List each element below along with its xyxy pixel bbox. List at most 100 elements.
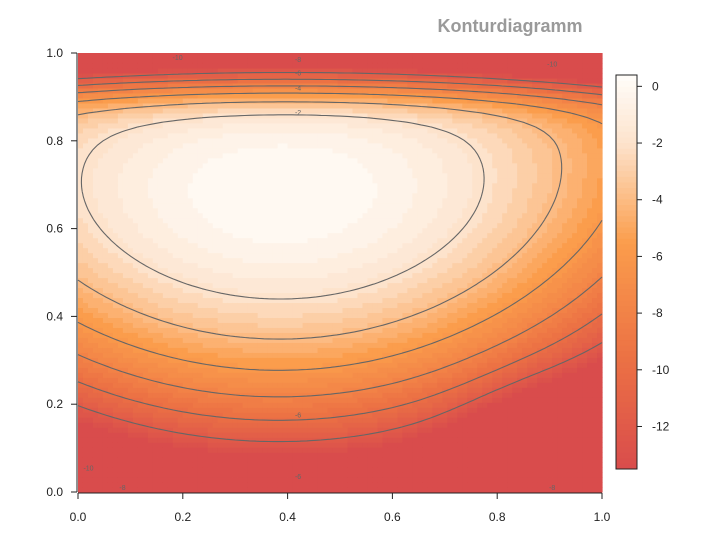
- field-cell: [82, 447, 89, 453]
- field-cell: [142, 302, 149, 309]
- field-cell: [167, 312, 174, 318]
- field-cell: [212, 257, 219, 264]
- field-cell: [117, 72, 124, 79]
- field-cell: [202, 167, 209, 174]
- field-cell: [262, 217, 269, 224]
- field-cell: [312, 292, 319, 299]
- field-cell: [202, 102, 209, 109]
- field-cell: [157, 87, 164, 94]
- field-cell: [207, 217, 214, 224]
- field-cell: [272, 282, 279, 289]
- field-cell: [342, 432, 349, 438]
- field-cell: [217, 417, 224, 423]
- field-cell: [297, 102, 304, 109]
- field-cell: [87, 437, 94, 443]
- field-cell: [127, 122, 134, 129]
- field-cell: [257, 292, 264, 299]
- field-cell: [117, 272, 124, 279]
- field-cell: [127, 452, 134, 458]
- field-cell: [122, 307, 129, 314]
- field-cell: [212, 382, 219, 388]
- field-cell: [97, 477, 104, 483]
- field-cell: [187, 447, 194, 453]
- field-cell: [217, 102, 224, 109]
- field-cell: [247, 87, 254, 94]
- field-cell: [292, 222, 299, 229]
- field-cell: [97, 457, 104, 463]
- field-cell: [322, 217, 329, 224]
- field-cell: [267, 127, 274, 134]
- field-cell: [167, 142, 174, 149]
- field-cell: [252, 317, 259, 323]
- field-cell: [132, 132, 139, 139]
- field-cell: [78, 432, 84, 438]
- field-cell: [222, 362, 229, 368]
- field-cell: [267, 482, 274, 488]
- field-cell: [237, 457, 244, 463]
- field-cell: [307, 387, 314, 393]
- field-cell: [207, 117, 214, 124]
- field-cell: [82, 322, 89, 328]
- field-cell: [282, 247, 289, 254]
- field-cell: [297, 477, 304, 483]
- field-cell: [197, 237, 204, 244]
- field-cell: [207, 192, 214, 199]
- field-cell: [202, 327, 209, 333]
- field-cell: [282, 342, 289, 348]
- field-cell: [137, 472, 144, 478]
- field-cell: [217, 337, 224, 343]
- field-cell: [307, 192, 314, 199]
- field-cell: [142, 332, 149, 338]
- field-cell: [132, 262, 139, 269]
- field-cell: [82, 412, 89, 418]
- field-cell: [127, 312, 134, 318]
- field-cell: [207, 97, 214, 104]
- field-cell: [262, 477, 269, 483]
- field-cell: [147, 327, 154, 333]
- field-cell: [252, 477, 259, 483]
- field-cell: [342, 242, 349, 249]
- field-cell: [107, 252, 114, 259]
- field-cell: [222, 267, 229, 274]
- field-cell: [252, 132, 259, 139]
- field-cell: [277, 137, 284, 144]
- field-cell: [217, 342, 224, 348]
- field-cell: [282, 317, 289, 323]
- field-cell: [197, 397, 204, 403]
- field-cell: [132, 222, 139, 229]
- field-cell: [112, 402, 119, 408]
- field-cell: [277, 402, 284, 408]
- field-cell: [337, 387, 344, 393]
- field-cell: [222, 242, 229, 249]
- field-cell: [342, 427, 349, 433]
- field-cell: [352, 197, 359, 204]
- field-cell: [167, 97, 174, 104]
- field-cell: [292, 257, 299, 264]
- field-cell: [227, 412, 234, 418]
- field-cell: [78, 87, 84, 94]
- field-cell: [117, 457, 124, 463]
- field-cell: [237, 297, 244, 304]
- field-cell: [347, 187, 354, 194]
- field-cell: [142, 387, 149, 393]
- field-cell: [127, 182, 134, 189]
- field-cell: [222, 482, 229, 488]
- field-cell: [182, 157, 189, 164]
- field-cell: [182, 87, 189, 94]
- field-cell: [262, 192, 269, 199]
- field-cell: [162, 342, 169, 348]
- field-cell: [277, 407, 284, 413]
- field-cell: [317, 332, 324, 338]
- field-cell: [137, 312, 144, 318]
- field-cell: [157, 442, 164, 448]
- field-cell: [267, 117, 274, 124]
- field-cell: [137, 387, 144, 393]
- field-cell: [342, 97, 349, 104]
- field-cell: [262, 77, 269, 84]
- field-cell: [227, 417, 234, 423]
- field-cell: [127, 172, 134, 179]
- field-cell: [97, 222, 104, 229]
- field-cell: [87, 252, 94, 259]
- field-cell: [302, 152, 309, 159]
